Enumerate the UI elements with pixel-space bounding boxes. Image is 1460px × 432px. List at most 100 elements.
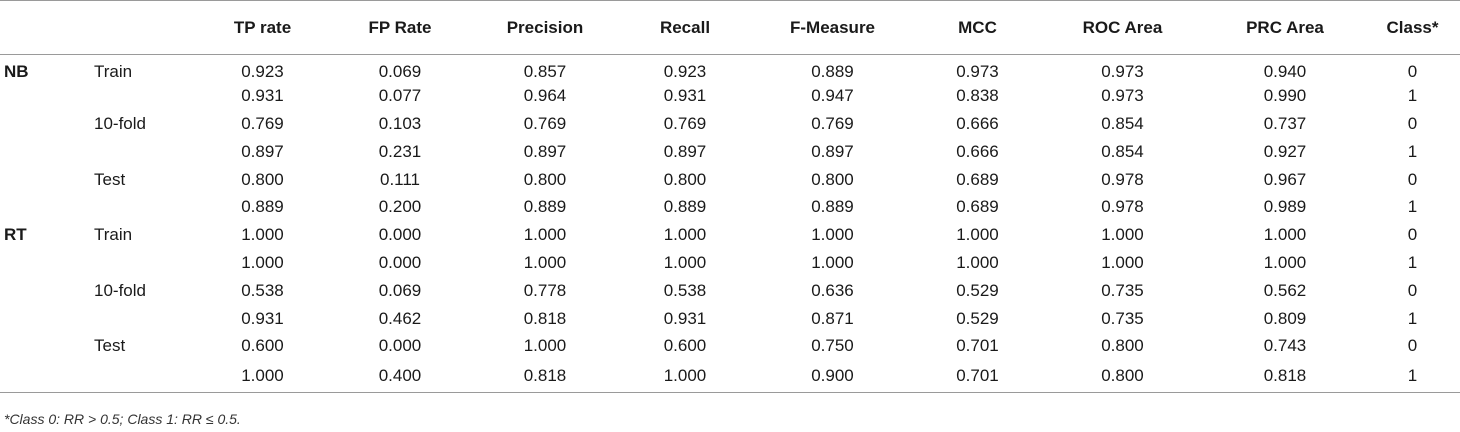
header-model bbox=[0, 1, 90, 55]
prc-area-cell: 0.967 bbox=[1263, 169, 1307, 189]
header-recall: Recall bbox=[659, 17, 711, 37]
tp-rate-cell: 0.769 bbox=[241, 113, 284, 133]
roc-area-cell: 0.978 bbox=[1101, 169, 1144, 189]
f-measure-cell: 0.769 bbox=[811, 113, 854, 133]
model-cell: NB bbox=[4, 61, 29, 81]
tp-rate-cell: 1.000 bbox=[241, 252, 284, 272]
tp-rate-cell: 1.000 bbox=[241, 366, 284, 386]
mcc-cell: 1.000 bbox=[956, 252, 999, 272]
model-cell bbox=[0, 166, 90, 194]
split-cell: 10-fold bbox=[94, 113, 146, 133]
split-cell: 10-fold bbox=[94, 280, 146, 300]
mcc-cell: 0.701 bbox=[956, 336, 999, 356]
tp-rate-cell: 0.889 bbox=[241, 197, 284, 217]
tp-rate-cell: 0.800 bbox=[241, 169, 284, 189]
roc-area-cell: 0.800 bbox=[1101, 366, 1144, 386]
recall-cell: 0.600 bbox=[663, 336, 707, 356]
f-measure-cell: 1.000 bbox=[811, 225, 854, 245]
tp-rate-cell: 0.931 bbox=[241, 86, 284, 106]
header-class: Class* bbox=[1386, 17, 1439, 37]
mcc-cell: 0.689 bbox=[956, 197, 999, 217]
table-footnote: *Class 0: RR > 0.5; Class 1: RR ≤ 0.5. bbox=[4, 411, 241, 427]
tp-rate-cell: 1.000 bbox=[241, 225, 284, 245]
model-cell bbox=[0, 277, 90, 305]
f-measure-cell: 0.900 bbox=[811, 366, 854, 386]
header-mcc: MCC bbox=[958, 17, 997, 37]
class-cell: 0 bbox=[1407, 169, 1418, 189]
model-cell bbox=[0, 138, 90, 166]
class-cell: 1 bbox=[1407, 252, 1418, 272]
header-roc-area: ROC Area bbox=[1082, 17, 1163, 37]
precision-cell: 1.000 bbox=[523, 225, 567, 245]
roc-area-cell: 0.735 bbox=[1101, 280, 1144, 300]
fp-rate-cell: 0.077 bbox=[378, 86, 422, 106]
fp-rate-cell: 0.069 bbox=[378, 280, 422, 300]
roc-area-cell: 0.973 bbox=[1101, 61, 1144, 81]
roc-area-cell: 0.854 bbox=[1101, 141, 1144, 161]
recall-cell: 0.800 bbox=[663, 169, 707, 189]
prc-area-cell: 0.989 bbox=[1263, 197, 1307, 217]
recall-cell: 0.931 bbox=[663, 86, 707, 106]
header-prc-area: PRC Area bbox=[1246, 17, 1324, 37]
header-tp-rate: TP rate bbox=[233, 17, 292, 37]
roc-area-cell: 0.973 bbox=[1101, 86, 1144, 106]
results-table-container: TP rate FP Rate Precision Recall F-Measu… bbox=[0, 0, 1460, 393]
fp-rate-cell: 0.200 bbox=[378, 197, 422, 217]
tp-rate-cell: 0.600 bbox=[241, 336, 284, 356]
class-cell: 1 bbox=[1407, 86, 1418, 106]
model-cell bbox=[0, 193, 90, 221]
prc-area-cell: 0.562 bbox=[1263, 280, 1307, 300]
f-measure-cell: 0.897 bbox=[811, 141, 854, 161]
precision-cell: 0.818 bbox=[523, 308, 567, 328]
mcc-cell: 0.689 bbox=[956, 169, 999, 189]
class-cell: 1 bbox=[1407, 308, 1418, 328]
precision-cell: 0.769 bbox=[523, 113, 567, 133]
recall-cell: 1.000 bbox=[663, 252, 707, 272]
precision-cell: 0.800 bbox=[523, 169, 567, 189]
tp-rate-cell: 0.931 bbox=[241, 308, 284, 328]
prc-area-cell: 0.940 bbox=[1263, 61, 1307, 81]
model-cell bbox=[0, 249, 90, 277]
fp-rate-cell: 0.000 bbox=[378, 336, 422, 356]
fp-rate-cell: 0.000 bbox=[378, 252, 422, 272]
roc-area-cell: 1.000 bbox=[1101, 252, 1144, 272]
f-measure-cell: 0.947 bbox=[811, 86, 854, 106]
mcc-cell: 0.666 bbox=[956, 113, 999, 133]
split-cell bbox=[90, 82, 195, 110]
recall-cell: 0.923 bbox=[663, 61, 707, 81]
roc-area-cell: 0.800 bbox=[1101, 336, 1144, 356]
header-fp-rate: FP Rate bbox=[368, 17, 432, 37]
class-cell: 0 bbox=[1407, 336, 1418, 356]
roc-area-cell: 1.000 bbox=[1101, 225, 1144, 245]
prc-area-cell: 0.809 bbox=[1263, 308, 1307, 328]
fp-rate-cell: 0.231 bbox=[378, 141, 422, 161]
table-header-row: TP rate FP Rate Precision Recall F-Measu… bbox=[0, 0, 1460, 55]
table-row: Test 0.800 0.111 0.800 0.800 0.800 0.689… bbox=[0, 166, 1460, 194]
model-cell bbox=[0, 360, 90, 392]
mcc-cell: 0.529 bbox=[956, 280, 999, 300]
mcc-cell: 0.838 bbox=[956, 86, 999, 106]
mcc-cell: 1.000 bbox=[956, 225, 999, 245]
f-measure-cell: 0.871 bbox=[811, 308, 854, 328]
prc-area-cell: 1.000 bbox=[1263, 252, 1307, 272]
mcc-cell: 0.529 bbox=[956, 308, 999, 328]
roc-area-cell: 0.735 bbox=[1101, 308, 1144, 328]
f-measure-cell: 1.000 bbox=[811, 252, 854, 272]
f-measure-cell: 0.800 bbox=[811, 169, 854, 189]
table-row: 0.889 0.200 0.889 0.889 0.889 0.689 0.97… bbox=[0, 193, 1460, 221]
fp-rate-cell: 0.111 bbox=[379, 169, 421, 189]
prc-area-cell: 0.737 bbox=[1263, 113, 1307, 133]
split-cell: Train bbox=[94, 61, 133, 81]
precision-cell: 0.964 bbox=[523, 86, 567, 106]
f-measure-cell: 0.889 bbox=[811, 197, 854, 217]
mcc-cell: 0.701 bbox=[956, 366, 999, 386]
precision-cell: 0.897 bbox=[523, 141, 567, 161]
precision-cell: 0.818 bbox=[523, 366, 567, 386]
table-row: NB Train 0.923 0.069 0.857 0.923 0.889 0… bbox=[0, 55, 1460, 83]
table-row: 1.000 0.000 1.000 1.000 1.000 1.000 1.00… bbox=[0, 249, 1460, 277]
recall-cell: 0.897 bbox=[663, 141, 707, 161]
recall-cell: 0.931 bbox=[663, 308, 707, 328]
f-measure-cell: 0.889 bbox=[811, 61, 854, 81]
split-cell: Test bbox=[94, 169, 126, 189]
class-cell: 0 bbox=[1407, 280, 1418, 300]
